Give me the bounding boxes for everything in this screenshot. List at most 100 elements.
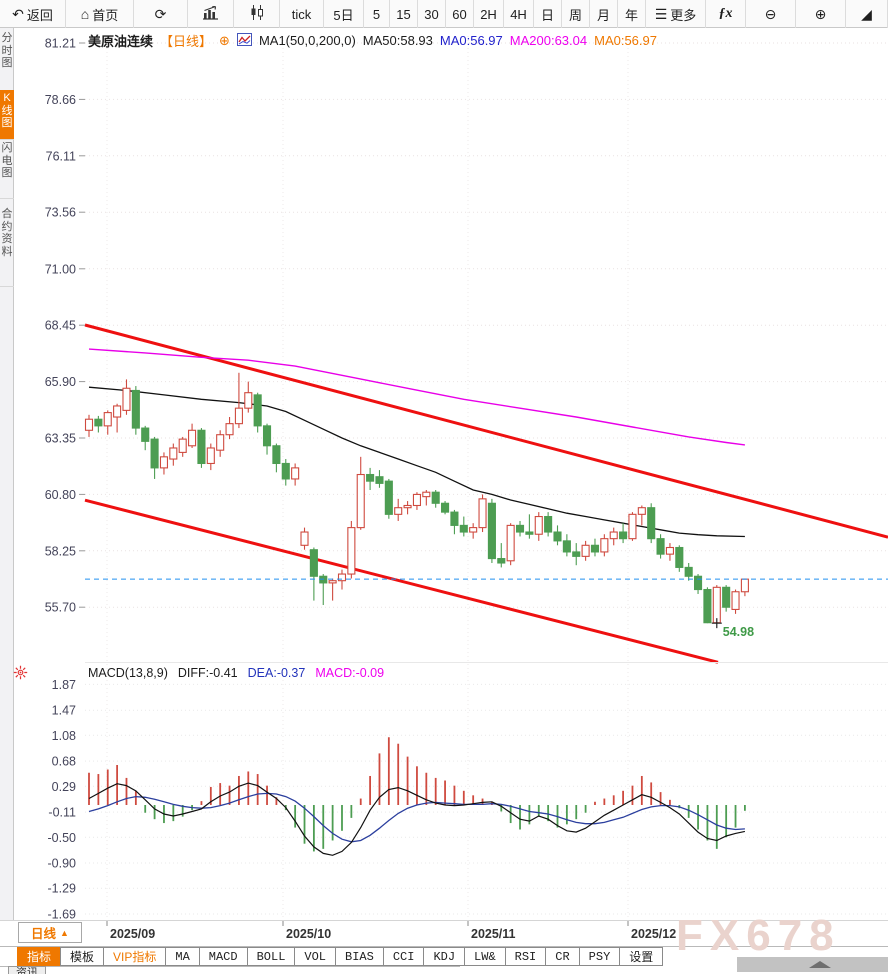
macd-axis-label: 0.29: [52, 780, 76, 794]
price-axis-label: 81.21: [45, 37, 76, 51]
partial-tab-news[interactable]: 资讯: [8, 966, 46, 974]
toolbar-label-m15: 15: [396, 6, 411, 22]
toolbar-button-more[interactable]: ☰ 更多: [646, 0, 706, 28]
symbol-title: 美原油连续: [88, 34, 154, 49]
dea-line: [88, 792, 745, 843]
watermark: FX678: [676, 911, 841, 960]
toolbar-button-m30[interactable]: 30: [418, 0, 446, 28]
price-axis-label: 73.56: [45, 206, 76, 220]
toolbar-label-back: 返回: [26, 7, 53, 23]
ma50-line: [88, 386, 745, 538]
tab-rsi[interactable]: RSI: [504, 947, 547, 966]
axis-divider: [0, 920, 888, 921]
macd-axis-label: -0.11: [48, 806, 76, 820]
price-axis-label: 60.80: [45, 488, 76, 502]
toolbar-button-year[interactable]: 年: [618, 0, 646, 28]
toolbar-button-fx[interactable]: ƒx: [706, 0, 746, 28]
tab-psy[interactable]: PSY: [578, 947, 621, 966]
tab-模板[interactable]: 模板: [60, 947, 105, 966]
macd-axis-label: 1.47: [52, 704, 76, 718]
price-axis-label: 65.90: [45, 375, 76, 389]
toolbar-button-bar-chart[interactable]: [188, 0, 234, 28]
toolbar-button-home[interactable]: ⌂ 首页: [66, 0, 134, 28]
toolbar-button-day[interactable]: 日: [534, 0, 562, 28]
toolbar-button-week[interactable]: 周: [562, 0, 590, 28]
tabs-divider: [0, 946, 888, 947]
toolbar-label-more: 更多: [670, 7, 697, 23]
fx-icon: ƒx: [718, 6, 733, 21]
tab-设置[interactable]: 设置: [619, 947, 664, 966]
upper-channel-line: [84, 323, 888, 539]
sidebar-item-kline[interactable]: K线图: [0, 90, 14, 140]
tab-macd[interactable]: MACD: [198, 947, 248, 966]
toolbar-button-m60[interactable]: 60: [446, 0, 474, 28]
price-axis-label: 55.70: [45, 601, 76, 615]
price-axis-label: 68.45: [45, 319, 76, 333]
sidebar-item-time-share[interactable]: 分时图: [0, 30, 14, 93]
toolbar-label-m60: 60: [452, 6, 467, 22]
toolbar-button-5d[interactable]: 5日: [324, 0, 364, 28]
pane-divider: [85, 662, 888, 663]
toolbar: ↶ 返回 ⌂ 首页 ⟳ tick 5日 5 15 30 60 2H 4H 日周月年 ☰ 更多 ƒx ⊖ ⊕ ◢: [0, 0, 888, 28]
tab-lw-[interactable]: LW&: [464, 947, 506, 966]
scrollbar-up-arrow-icon: [809, 961, 831, 968]
tab-cr[interactable]: CR: [545, 947, 580, 966]
toolbar-button-m5[interactable]: 5: [364, 0, 390, 28]
toolbar-button-h2[interactable]: 2H: [474, 0, 504, 28]
low-marker: 54.98: [711, 618, 754, 639]
toolbar-label-h4: 4H: [510, 6, 527, 22]
ma200-line: [88, 348, 745, 446]
tab-cci[interactable]: CCI: [382, 947, 425, 966]
price-pane-header: 美原油连续 【日线】 ⊕ MA1(50,0,200,0) MA50:58.93 …: [88, 31, 657, 50]
sidebar-item-contract-info[interactable]: 合约资料: [0, 206, 14, 287]
tab-指标[interactable]: 指标: [17, 947, 62, 966]
tab-vol[interactable]: VOL: [294, 947, 337, 966]
toolbar-button-zoom-in[interactable]: ⊕: [796, 0, 846, 28]
toolbar-button-tick[interactable]: tick: [280, 0, 324, 28]
toolbar-button-draw[interactable]: ◢: [846, 0, 888, 28]
menu-icon: ☰: [654, 6, 668, 22]
macd-params: MACD(13,8,9): [88, 666, 168, 680]
macd-axis-label: -0.90: [48, 857, 77, 871]
toolbar-label-m5: 5: [372, 6, 381, 22]
toolbar-button-h4[interactable]: 4H: [504, 0, 534, 28]
zoom-in-icon: ⊕: [814, 6, 827, 22]
tabs-bottom-divider: [0, 966, 460, 967]
tab-ma[interactable]: MA: [165, 947, 200, 966]
ma0-orange-value: MA0:56.97: [594, 33, 657, 48]
macd-axis-label: 1.87: [52, 678, 76, 692]
ma200-value: MA200:63.04: [509, 33, 588, 48]
macd-axis-label: -0.50: [48, 831, 77, 845]
mini-chart-icon[interactable]: [236, 32, 252, 49]
triangle-up-icon: ▲: [60, 927, 69, 938]
date-axis-label: 2025/09: [110, 927, 155, 941]
dea-value: DEA:-0.37: [247, 666, 306, 680]
sidebar-item-lightning[interactable]: 闪电图: [0, 140, 14, 199]
add-circle-icon[interactable]: ⊕: [219, 32, 230, 48]
period-selector[interactable]: 日线 ▲: [18, 922, 82, 943]
tab-kdj[interactable]: KDJ: [423, 947, 466, 966]
tab-boll[interactable]: BOLL: [246, 947, 296, 966]
home-icon: ⌂: [80, 6, 90, 22]
toolbar-button-candle-chart[interactable]: [234, 0, 280, 28]
toolbar-button-back[interactable]: ↶ 返回: [0, 0, 66, 28]
macd-axis-label: -1.29: [48, 882, 77, 896]
toolbar-button-month[interactable]: 月: [590, 0, 618, 28]
ma0-blue-value: MA0:56.97: [439, 33, 503, 48]
toolbar-label-month: 月: [596, 7, 610, 23]
toolbar-button-zoom-out[interactable]: ⊖: [746, 0, 796, 28]
toolbar-label-5d: 5日: [333, 7, 354, 23]
indicator-settings-icon[interactable]: [13, 665, 28, 680]
horizontal-scrollbar[interactable]: [737, 957, 888, 972]
macd-value: MACD:-0.09: [315, 666, 385, 680]
zoom-out-icon: ⊖: [764, 6, 777, 22]
tab-vip指标[interactable]: VIP指标: [103, 947, 167, 966]
tab-bias[interactable]: BIAS: [335, 947, 384, 966]
back-arrow-icon: ↶: [12, 6, 24, 22]
toolbar-button-refresh[interactable]: ⟳: [134, 0, 188, 28]
macd-grid: 1.87 1.47 1.08 0.68 0.29 -0.11 -0.50 -0.90 -1.29…: [48, 678, 888, 922]
period-selector-label: 日线: [31, 927, 57, 941]
candlestick-icon: [249, 5, 265, 23]
toolbar-button-m15[interactable]: 15: [390, 0, 418, 28]
